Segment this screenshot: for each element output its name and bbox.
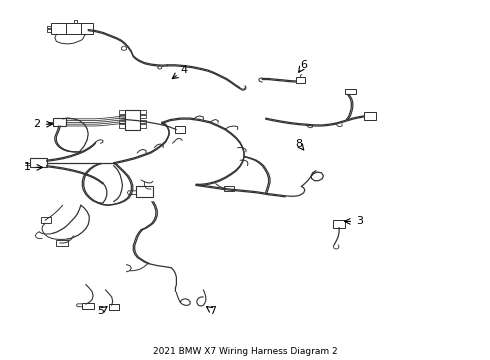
Text: 4: 4 xyxy=(180,65,187,75)
Bar xyxy=(109,304,119,310)
Bar xyxy=(224,186,234,191)
Bar xyxy=(345,89,356,94)
Bar xyxy=(66,23,81,34)
Bar xyxy=(82,303,94,309)
Bar xyxy=(296,77,305,83)
Text: 2: 2 xyxy=(33,119,40,129)
Text: 2021 BMW X7 Wiring Harness Diagram 2: 2021 BMW X7 Wiring Harness Diagram 2 xyxy=(153,347,337,356)
Bar xyxy=(30,158,47,167)
Bar xyxy=(81,23,93,34)
Text: 5: 5 xyxy=(97,306,104,316)
Bar xyxy=(364,112,376,120)
Text: 7: 7 xyxy=(210,306,217,316)
Bar xyxy=(51,23,66,34)
Bar xyxy=(136,186,153,197)
Text: 3: 3 xyxy=(357,216,364,226)
Bar xyxy=(53,118,66,126)
Bar xyxy=(125,110,140,130)
Text: 1: 1 xyxy=(24,162,30,172)
Text: 8: 8 xyxy=(295,139,302,149)
Bar xyxy=(175,126,185,133)
Bar xyxy=(41,217,51,223)
Bar xyxy=(333,220,345,228)
Text: 6: 6 xyxy=(300,60,307,70)
Bar xyxy=(56,240,68,246)
